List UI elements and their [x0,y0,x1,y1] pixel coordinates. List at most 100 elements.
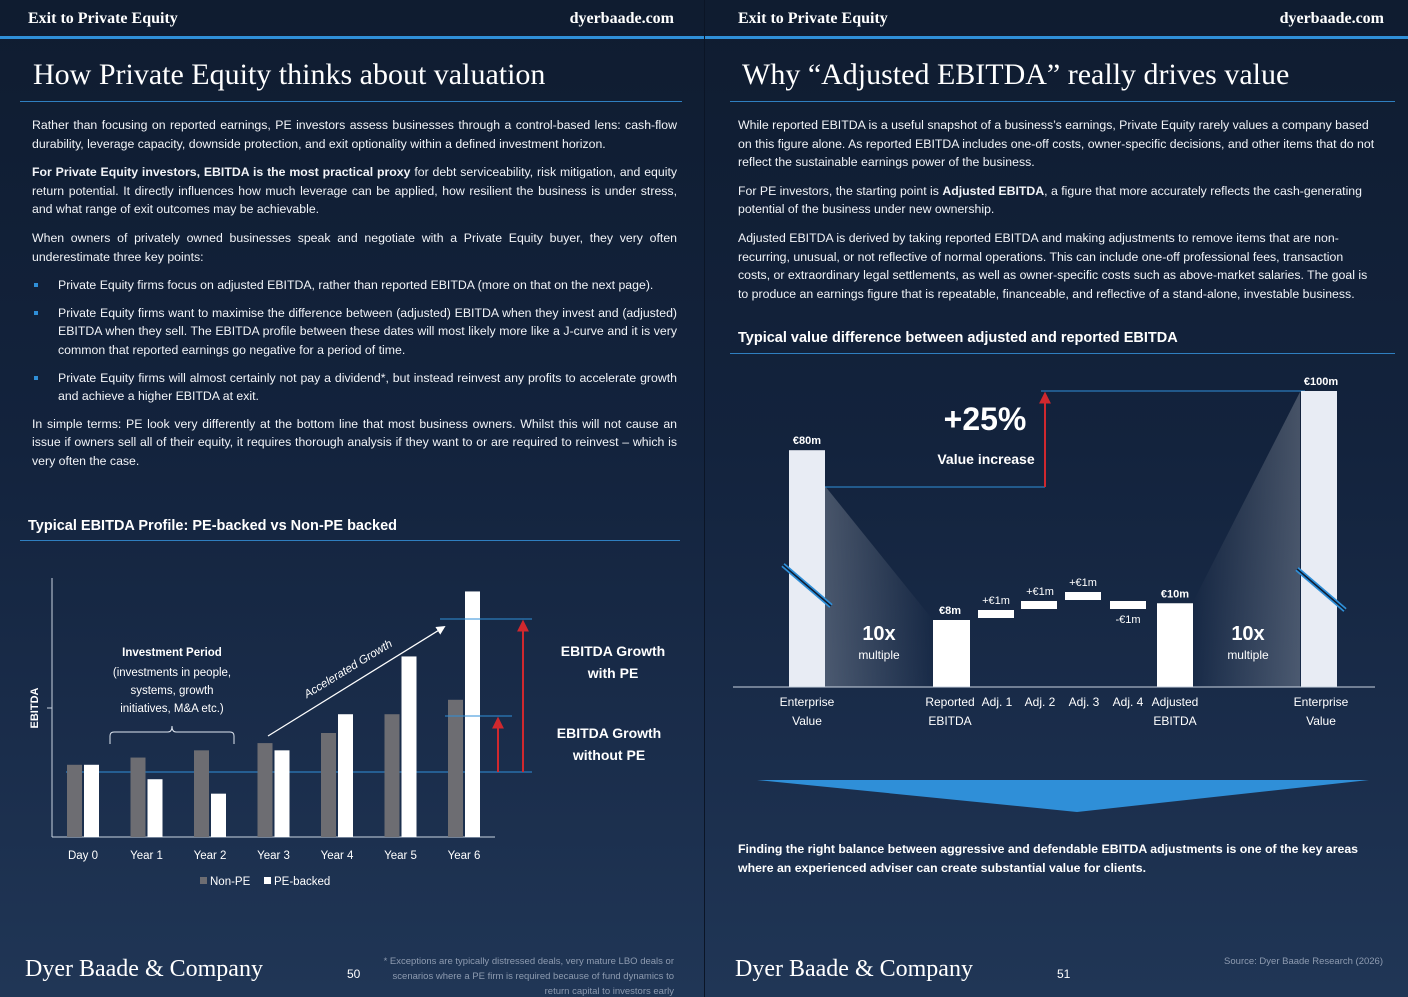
ebitda-bars-group [67,591,480,837]
category-label: Reported [925,695,974,709]
bar-non-pe [448,699,463,837]
growth-without-pe-label: without PE [572,747,645,763]
category-label: Adj. 3 [1069,695,1100,709]
category-label: Value [792,714,822,728]
multiple-value-right: 10x [1231,623,1264,645]
right-source-note: Source: Dyer Baade Research (2026) [1224,956,1383,967]
left-section-divider [20,540,680,541]
bar-non-pe [130,757,146,837]
x-tick-label: Year 6 [448,850,481,862]
right-section-title: Typical value difference between adjuste… [738,330,1178,346]
left-paragraph-2: For Private Equity investors, EBITDA is … [32,163,677,219]
right-page: Exit to Private Equity dyerbaade.com Why… [704,0,1408,997]
bar-pe-backed [274,750,290,837]
key-points-list: Private Equity firms focus on adjusted E… [32,276,677,406]
multiple-label-left: multiple [858,648,900,662]
bar-non-pe [384,714,400,837]
right-paragraph-2: For PE investors, the starting point is … [738,182,1378,219]
right-section-divider [730,353,1395,354]
value-label: +€1m [1069,577,1097,589]
ebitda-x-ticks: Day 0 Year 1 Year 2 Year 3 Year 4 Year 5 Year … [68,850,480,862]
growth-without-pe-label: EBITDA Growth [557,725,661,741]
x-tick-label: Year 4 [321,850,354,862]
bar-pe-backed [147,779,163,837]
left-header-bar: Exit to Private Equity dyerbaade.com [0,0,704,39]
right-paragraph-2-rest: , a figure that more accurately reflects… [738,183,1362,217]
category-label: Enterprise [1294,695,1349,709]
left-title-divider [20,101,682,102]
legend-label-pe-backed: PE-backed [274,876,330,888]
category-label: EBITDA [1153,714,1196,728]
category-label: Adj. 4 [1113,695,1144,709]
investment-period-line: systems, growth [130,685,213,697]
value-label: +€1m [1026,586,1054,598]
x-tick-label: Day 0 [68,850,98,862]
investment-period-title: Investment Period [122,647,222,659]
x-tick-label: Year 5 [384,850,417,862]
bar-pe-backed [338,714,353,837]
right-footer-brand: Dyer Baade & Company [735,956,973,982]
category-label: Adj. 2 [1025,695,1056,709]
right-paragraph-1: While reported EBITDA is a useful snapsh… [738,118,1375,170]
right-page-title: Why “Adjusted EBITDA” really drives valu… [742,58,1290,91]
axis-break-mark [1296,568,1346,611]
y-axis-label: EBITDA [29,687,41,728]
value-increase-label: Value increase [937,451,1035,467]
right-body-text: While reported EBITDA is a useful snapsh… [738,116,1378,313]
left-paragraph-2-rest: for debt serviceability, risk mitigation… [32,165,678,217]
bar-non-pe [194,750,209,837]
left-page: Exit to Private Equity dyerbaade.com How… [0,0,704,997]
left-paragraph-1: Rather than focusing on reported earning… [32,118,677,151]
right-paragraph-2-bold: Adjusted EBITDA [942,183,1045,198]
right-header-title: Exit to Private Equity [738,10,888,27]
right-title-divider [730,101,1395,102]
growth-with-pe-label: with PE [587,665,639,681]
axis-break-mark [782,564,832,607]
legend-swatch-pe-backed [264,877,271,884]
bar-pe-backed [401,656,417,837]
left-multiple-fade [825,486,933,687]
enterprise-value-bar [789,450,825,687]
value-label: +€1m [982,595,1010,607]
accelerated-growth-label: Accelerated Growth [301,638,394,702]
left-header-website-link[interactable]: dyerbaade.com [569,10,674,27]
bottom-funnel-shape [757,780,1369,812]
value-label: €8m [939,605,961,617]
adjustment-bar [1021,601,1057,609]
bar-non-pe [257,743,273,837]
list-item: Private Equity firms focus on adjusted E… [32,276,677,295]
value-label: €100m [1304,376,1338,388]
investment-period-line: (investments in people, [113,667,231,679]
left-paragraph-2-bold: For Private Equity investors, EBITDA is … [32,165,411,180]
adjusted-ebitda-bars: €80m €8m +€1m +€1m +€1m -€1m €10m €100m Enterpri… [780,376,1349,728]
value-label: €10m [1161,588,1189,600]
right-header-website-link[interactable]: dyerbaade.com [1279,10,1384,27]
value-label: €80m [793,435,821,447]
x-tick-label: Year 2 [194,850,227,862]
accelerated-growth-arrow [267,626,446,737]
left-paragraph-3: When owners of privately owned businesse… [32,230,677,264]
category-label: Adj. 1 [982,695,1013,709]
bar-pe-backed [211,793,226,837]
left-page-title: How Private Equity thinks about valuatio… [33,58,546,91]
multiple-label-right: multiple [1227,648,1269,662]
left-footer-brand: Dyer Baade & Company [25,956,263,982]
category-label: Value [1306,714,1336,728]
adjusted-ebitda-chart: +25% Value increase €80m €8m +€1m +€1m +€1m -… [733,376,1375,812]
bar-pe-backed [465,591,480,837]
category-label: Enterprise [780,695,835,709]
right-paragraph-2-pre: For PE investors, the starting point is [738,183,943,198]
investment-period-line: initiatives, M&A etc.) [120,703,224,715]
value-label: -€1m [1115,614,1140,626]
list-item: Private Equity firms will almost certain… [32,369,677,406]
enterprise-value-bar [1301,391,1337,687]
closing-statement: Finding the right balance between aggres… [738,842,1359,875]
left-body-text: Rather than focusing on reported earning… [32,116,677,481]
legend-swatch-non-pe [200,877,207,884]
right-multiple-fade [1193,392,1300,687]
category-label: EBITDA [928,714,971,728]
value-increase-figure: +25% [944,401,1027,437]
reported-ebitda-bar [933,620,970,687]
adjustment-bar [978,610,1014,618]
left-section-title: Typical EBITDA Profile: PE-backed vs Non… [28,518,398,534]
